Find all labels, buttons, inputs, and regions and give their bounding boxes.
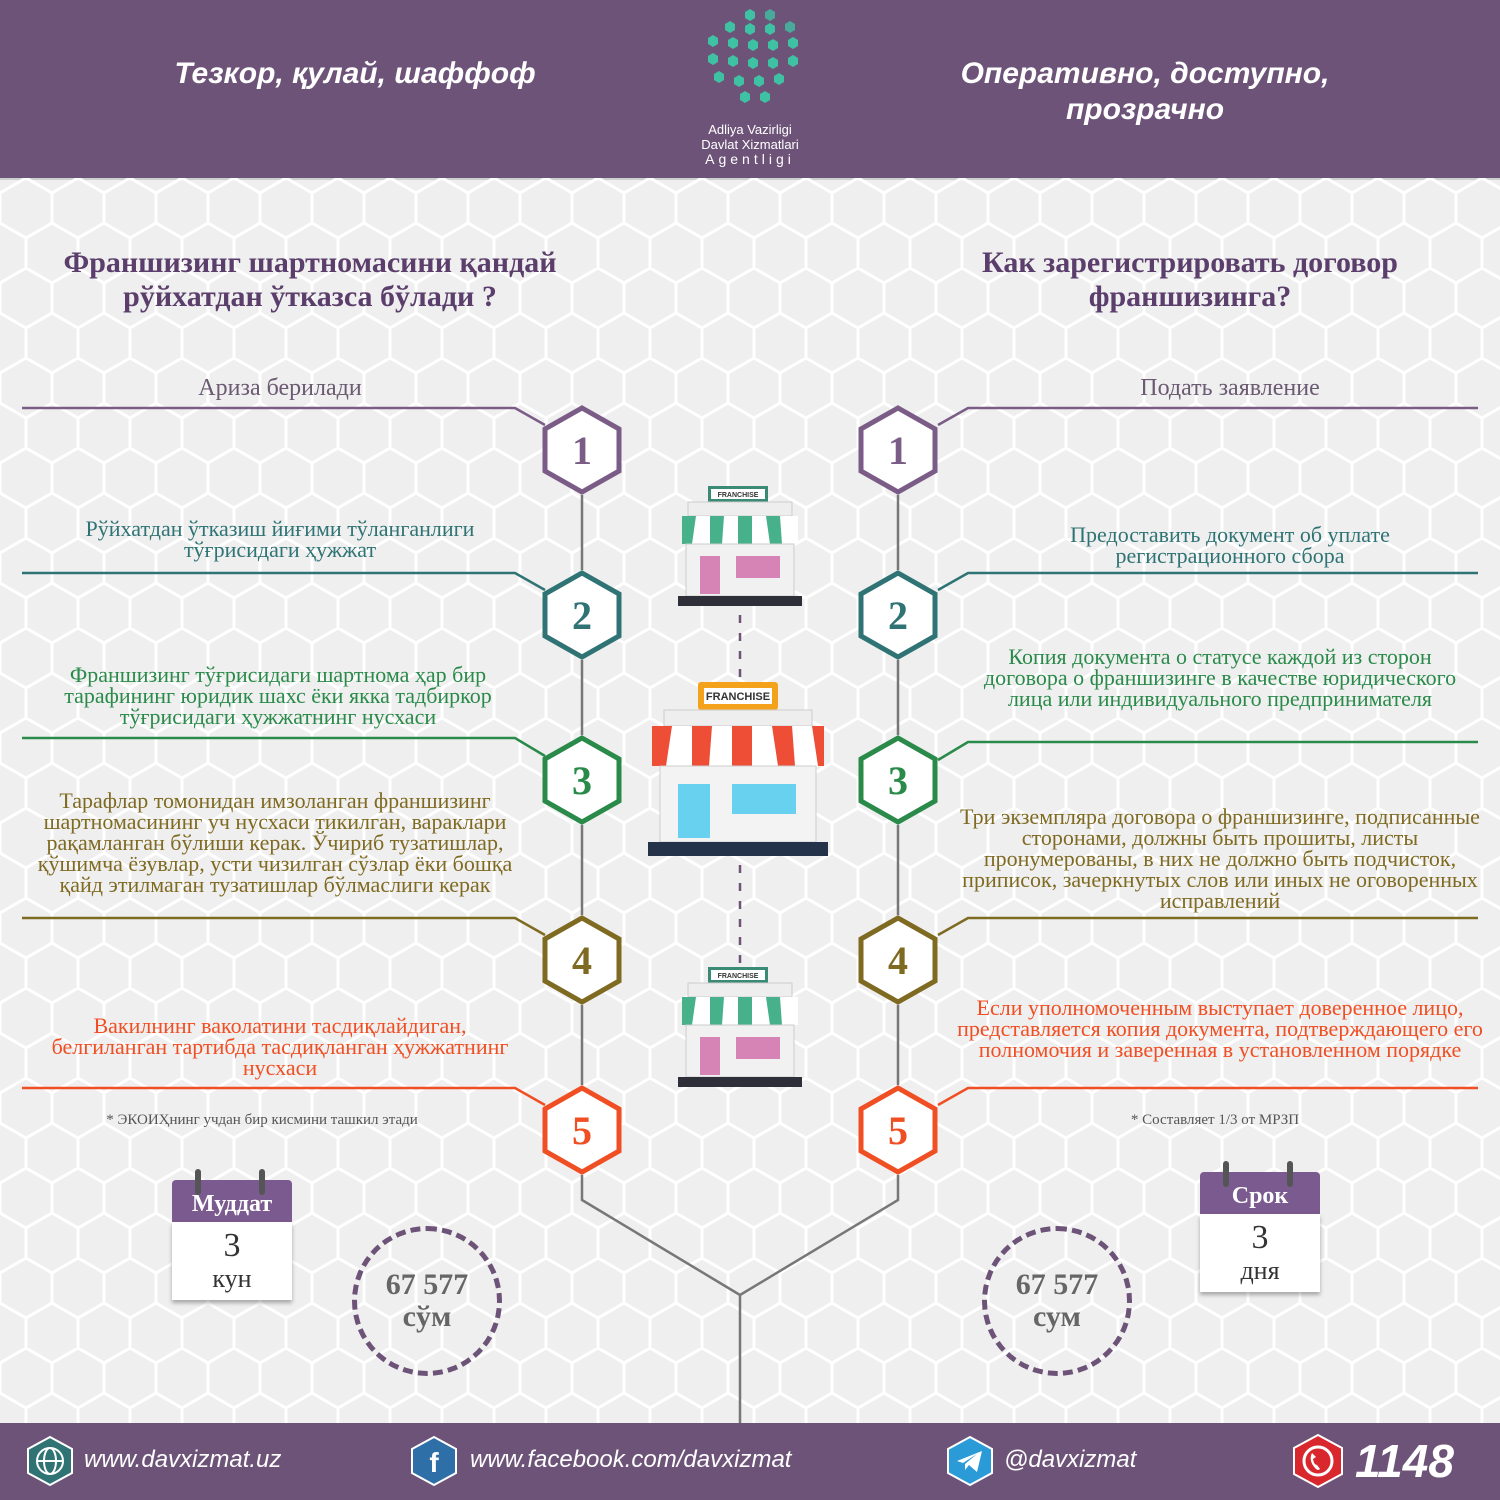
left-price-unit: сўм bbox=[402, 1300, 452, 1333]
logo-line-2: Davlat Xizmatlari bbox=[701, 137, 799, 152]
left-calendar-unit: кун bbox=[212, 1264, 252, 1293]
facebook-link[interactable]: www.facebook.com/davxizmat bbox=[470, 1446, 792, 1473]
telegram-link[interactable]: @davxizmat bbox=[1004, 1446, 1137, 1473]
right-step-1-text: Подать заявление bbox=[1140, 375, 1320, 401]
store-sign-text-bottom: FRANCHISE bbox=[718, 973, 759, 980]
right-calendar-body: 3 дня bbox=[1200, 1214, 1320, 1292]
slogan-ru: Оперативно, доступно, прозрачно bbox=[960, 57, 1330, 126]
hexagon-icon bbox=[858, 570, 938, 660]
footer: www.davxizmat.uz f www.facebook.com/davx… bbox=[0, 1423, 1500, 1500]
left-step-4-text: Тарафлар томонидан имзоланган франшизинг… bbox=[37, 788, 513, 897]
globe-icon bbox=[27, 1435, 73, 1487]
right-calendar: Срок 3 дня bbox=[1200, 1172, 1320, 1292]
left-step-5-number: 5 bbox=[572, 1107, 592, 1153]
right-step-1-number: 1 bbox=[888, 427, 908, 473]
telegram-icon bbox=[947, 1435, 993, 1487]
left-step-1-badge: 1 bbox=[542, 405, 622, 495]
right-step-5-badge: 5 bbox=[858, 1085, 938, 1175]
right-step-1-badge: 1 bbox=[858, 405, 938, 495]
hexagon-icon bbox=[542, 405, 622, 495]
hotline-number[interactable]: 1148 bbox=[1355, 1435, 1454, 1487]
left-step-1-number: 1 bbox=[572, 427, 592, 473]
hexagon-icon bbox=[542, 735, 622, 825]
hexagon-icon bbox=[542, 915, 622, 1005]
left-step-4-number: 4 bbox=[572, 937, 592, 983]
right-step-4-badge: 4 bbox=[858, 915, 938, 1005]
right-step-3-text: Копия документа о статусе каждой из стор… bbox=[983, 644, 1457, 711]
right-step-4-text: Три экземпляра договора о франшизинге, п… bbox=[960, 804, 1480, 913]
left-step-2-number: 2 bbox=[572, 592, 592, 638]
hexagon-icon bbox=[542, 1085, 622, 1175]
left-calendar-body: 3 кун bbox=[172, 1222, 292, 1300]
slogan-uz: Тезкор, қулай, шаффоф bbox=[174, 57, 536, 90]
hexagon-icon bbox=[858, 915, 938, 1005]
right-price-unit: сум bbox=[1033, 1300, 1081, 1333]
franchise-store-large-icon: FRANCHISE bbox=[648, 682, 828, 856]
left-step-2-text: Рўйхатдан ўтказиш йиғими тўланганлиги тў… bbox=[85, 516, 475, 562]
hexagon-icon bbox=[858, 735, 938, 825]
logo-line-1: Adliya Vazirligi bbox=[708, 122, 792, 137]
right-step-3-badge: 3 bbox=[858, 735, 938, 825]
left-calendar-value: 3 bbox=[223, 1227, 241, 1264]
agency-logo-icon bbox=[708, 9, 798, 103]
right-price-value: 67 577 bbox=[1015, 1268, 1099, 1301]
left-step-2-badge: 2 bbox=[542, 570, 622, 660]
header: Тезкор, қулай, шаффоф Оперативно, доступ… bbox=[0, 0, 1500, 180]
left-step-5-badge: 5 bbox=[542, 1085, 622, 1175]
hexagon-icon bbox=[858, 405, 938, 495]
left-step-3-badge: 3 bbox=[542, 735, 622, 825]
left-calendar-title: Муддат bbox=[172, 1180, 292, 1222]
right-calendar-unit: дня bbox=[1240, 1256, 1280, 1285]
right-step-2-number: 2 bbox=[888, 592, 908, 638]
right-step-5-number: 5 bbox=[888, 1107, 908, 1153]
right-step-3-number: 3 bbox=[888, 757, 908, 803]
left-step-4-badge: 4 bbox=[542, 915, 622, 1005]
left-calendar: Муддат 3 кун bbox=[172, 1180, 292, 1300]
right-step-2-badge: 2 bbox=[858, 570, 938, 660]
website-link[interactable]: www.davxizmat.uz bbox=[84, 1446, 282, 1473]
right-step-2-text: Предоставить документ об уплате регистра… bbox=[1070, 522, 1390, 568]
right-note: * Составляет 1/3 от МРЗП bbox=[1130, 1112, 1300, 1128]
left-note: * ЭКОИҲнинг учдан бир кисмини ташкил эта… bbox=[106, 1112, 418, 1128]
franchise-store-small-top-icon: FRANCHISE bbox=[678, 486, 802, 606]
left-step-5-text: Вакилнинг ваколатини тасдиқлайдиган, бел… bbox=[51, 1013, 509, 1080]
left-title: Франшизинг шартномасини қандай рўйхатдан… bbox=[63, 246, 557, 313]
left-step-3-text: Франшизинг тўғрисидаги шартнома ҳар бир … bbox=[64, 662, 492, 729]
svg-text:f: f bbox=[429, 1447, 439, 1478]
store-sign-text: FRANCHISE bbox=[718, 492, 759, 499]
logo-line-3: Agentligi bbox=[705, 151, 795, 167]
store-sign-text-large: FRANCHISE bbox=[706, 691, 770, 703]
left-step-3-number: 3 bbox=[572, 757, 592, 803]
right-step-4-number: 4 bbox=[888, 937, 908, 983]
phone-icon bbox=[1293, 1433, 1343, 1489]
hexagon-icon bbox=[542, 570, 622, 660]
right-calendar-title: Срок bbox=[1200, 1172, 1320, 1214]
right-step-5-text: Если уполномоченным выступает доверенное… bbox=[957, 995, 1483, 1062]
right-price: 67 577 сум bbox=[982, 1226, 1132, 1376]
left-step-1-text: Ариза берилади bbox=[198, 375, 362, 401]
right-title: Как зарегистрировать договор франшизинга… bbox=[982, 246, 1398, 313]
hexagon-icon bbox=[858, 1085, 938, 1175]
left-price-value: 67 577 bbox=[385, 1268, 469, 1301]
left-price: 67 577 сўм bbox=[352, 1226, 502, 1376]
franchise-store-small-bottom-icon: FRANCHISE bbox=[678, 967, 802, 1087]
facebook-icon: f bbox=[411, 1435, 457, 1487]
agency-name: Adliya Vazirligi Davlat Xizmatlari Agent… bbox=[640, 122, 860, 167]
right-calendar-value: 3 bbox=[1251, 1219, 1269, 1256]
